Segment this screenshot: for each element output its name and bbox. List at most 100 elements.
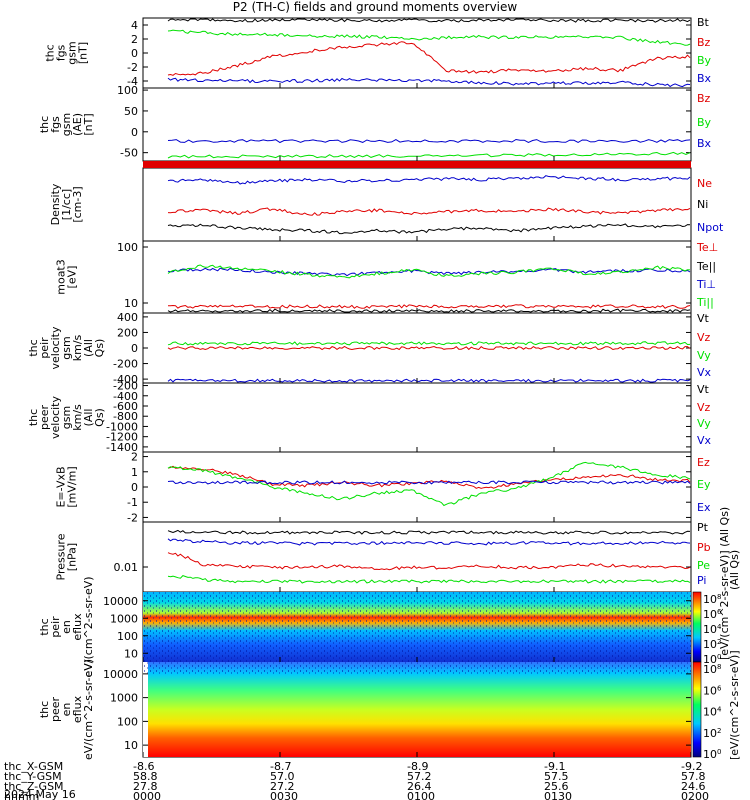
y-axis-label: [nT] — [82, 113, 95, 135]
series-line-bx — [167, 77, 691, 88]
y-tick-label: 2 — [131, 451, 138, 464]
y-axis-label: thc — [27, 409, 40, 426]
legend-entry: Vx — [697, 366, 712, 379]
y-tick-label: -400 — [113, 390, 138, 403]
y-axis-label: moat3 — [55, 259, 68, 295]
y-axis-label: gsm — [60, 113, 73, 136]
y-axis-label: E=-VxB — [55, 466, 68, 507]
legend-entry: Ni — [697, 198, 708, 211]
y-tick-label: 2 — [131, 33, 138, 46]
y-tick-label: -400 — [113, 373, 138, 386]
ephemeris-value: -9.1 — [544, 760, 565, 773]
y-axis-label: peir — [49, 616, 62, 638]
y-axis-label: Pressure — [55, 533, 68, 580]
colorbar-tick-label: 108 — [703, 593, 721, 606]
colorbar-tick-label: 108 — [703, 663, 721, 676]
ephemeris-value: -8.6 — [133, 760, 154, 773]
y-tick-label: 100 — [117, 84, 138, 97]
y-tick-label: 50 — [124, 105, 138, 118]
y-axis-ticks: 420-2-4100500-50100104002000-200-400-200… — [103, 19, 691, 752]
legend-entry: Ey — [697, 478, 711, 491]
legend-entry: Ne — [697, 177, 712, 190]
ephemeris-value: 57.2 — [407, 770, 432, 783]
series-line-ey — [167, 461, 691, 507]
ephemeris-value: 57.5 — [544, 770, 569, 783]
series-line-ne — [167, 207, 691, 216]
panel-frame — [142, 451, 692, 523]
series-line-pe — [167, 575, 691, 584]
colorbar-label-qs: [eV/(cm^2-s-sr-eV)] (All Qs) — [718, 507, 731, 660]
legend-entry: Pe — [697, 559, 710, 572]
y-tick-label: 0 — [131, 481, 138, 494]
panel-frame — [142, 240, 692, 314]
y-axis-label: thc — [38, 618, 51, 635]
colorbar-label: [eV/(cm^2-s-sr-eV)] — [728, 650, 741, 760]
y-tick-label: -200 — [113, 358, 138, 371]
y-tick-label: 0 — [131, 342, 138, 355]
legend-entry: Te⊥ — [696, 241, 718, 254]
y-axis-label: gsm — [60, 336, 73, 359]
y-axis-label: (All — [82, 409, 95, 427]
series-line-vy — [167, 341, 691, 346]
y-axis-label: eV/(cm^2-s-sr-eV) — [82, 576, 95, 677]
ephemeris-row-label: thc_Y-GSM — [4, 770, 62, 783]
series-line-pb — [167, 552, 691, 571]
y-axis-label: eflux — [71, 695, 84, 723]
colorbar-tick-label: 100 — [703, 748, 721, 761]
legend-entry: Ti⊥ — [696, 278, 716, 291]
series-line-bt — [167, 18, 691, 23]
series-line-pt — [167, 529, 691, 535]
series-line-ti — [167, 264, 691, 279]
legend-entry: Pi — [697, 574, 706, 587]
y-axis-label: eflux — [71, 613, 84, 641]
legend-entry: Te|| — [696, 260, 716, 273]
y-axis-label: thc — [38, 116, 51, 133]
y-tick-label: -200 — [113, 380, 138, 393]
series-line-bx — [167, 138, 691, 144]
panel-frame — [142, 87, 692, 162]
y-axis-label: [1/cc] — [60, 189, 73, 220]
series-line-ex — [167, 480, 691, 485]
ephemeris-value: 26.4 — [407, 780, 432, 793]
y-tick-label: 10 — [124, 647, 138, 660]
y-axis-label: fgs — [55, 44, 68, 61]
y-tick-label: 100 — [117, 630, 138, 643]
y-tick-label: 200 — [117, 326, 138, 339]
legend-entry: Bz — [697, 36, 711, 49]
legend-entry: By — [697, 116, 712, 129]
series-lines — [167, 18, 691, 584]
ephemeris-value: 57.0 — [270, 770, 295, 783]
ion-spectrogram — [143, 592, 691, 662]
colorbar-tick-label: 102 — [703, 727, 721, 740]
ephemeris-value: 0000 — [133, 790, 161, 800]
x-axis-ticks — [142, 83, 692, 757]
y-axis-label: en — [60, 703, 73, 717]
legend-entry: Vx — [697, 434, 712, 447]
y-axis-label: fgs — [49, 116, 62, 133]
ephemeris-value: -9.2 — [681, 760, 702, 773]
electron-spectrogram — [143, 662, 691, 757]
y-tick-label: 4 — [131, 19, 138, 32]
y-tick-label: -800 — [113, 410, 138, 423]
y-tick-label: 0 — [131, 47, 138, 60]
y-axis-label: thc — [38, 701, 51, 718]
y-axis-labels: thcfgsgsm[nT]thcfgsgsm(AE)[nT]Density[1/… — [27, 41, 106, 760]
ephemeris-row-label: thc_X-GSM — [4, 760, 63, 773]
series-line-vx — [167, 378, 691, 383]
date-label: 2024 May 16 — [4, 788, 76, 800]
legend-entry: Bt — [697, 16, 710, 29]
legend-entry: Pb — [697, 541, 711, 554]
y-tick-label: 10 — [124, 739, 138, 752]
y-tick-label: -600 — [113, 400, 138, 413]
series-line-by — [167, 29, 691, 46]
series-line-ni — [167, 223, 691, 235]
y-tick-label: 10000 — [103, 595, 138, 608]
colorbar-tick-label: 100 — [703, 653, 721, 666]
y-axis-label: km/s — [71, 334, 84, 361]
y-axis-label: peer — [49, 697, 62, 723]
y-tick-label: 0 — [131, 126, 138, 139]
legend-entry: Bx — [697, 137, 712, 150]
y-axis-label: Qs) — [93, 408, 106, 427]
footer-ephemeris: thc_X-GSM -8.6 -8.7 -8.9 -9.1 -9.2 thc_Y-GSM 58… — [4, 760, 709, 800]
